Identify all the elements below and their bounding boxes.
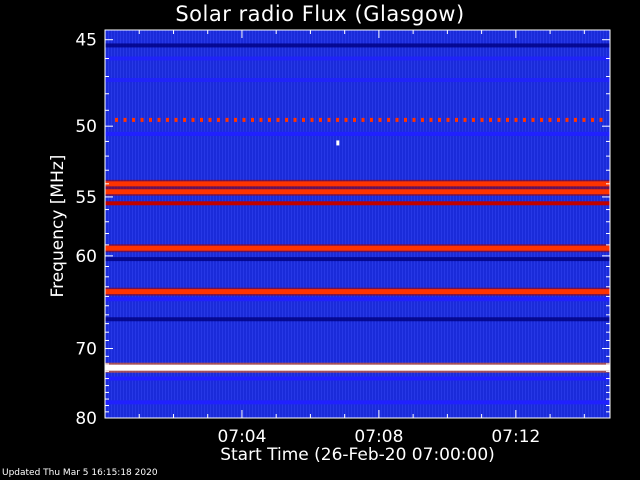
band-dot bbox=[208, 117, 212, 122]
band-dot bbox=[378, 117, 382, 122]
band-dot bbox=[336, 117, 339, 122]
band-dot bbox=[446, 117, 450, 122]
plot-area bbox=[105, 30, 610, 418]
x-tick-label: 07:12 bbox=[491, 427, 540, 447]
y-tick-label: 55 bbox=[75, 188, 97, 208]
band-dot bbox=[506, 117, 509, 122]
y-tick-label: 45 bbox=[75, 31, 97, 51]
band-dot bbox=[489, 117, 492, 122]
band-1 bbox=[105, 56, 610, 61]
band-13 bbox=[105, 364, 610, 371]
band-dot bbox=[302, 117, 305, 122]
band-dot bbox=[497, 117, 501, 122]
band-dot bbox=[234, 117, 237, 122]
band-dot bbox=[225, 117, 229, 122]
band-12 bbox=[105, 317, 610, 322]
band-dot bbox=[344, 117, 348, 122]
x-axis-ticks: 07:04 07:08 07:12 bbox=[138, 30, 585, 447]
plot-frame bbox=[104, 29, 611, 419]
band-dot bbox=[514, 117, 518, 122]
band-dot bbox=[523, 117, 526, 122]
y-tick-label: 60 bbox=[75, 247, 97, 267]
band-dot bbox=[157, 117, 161, 122]
dotted-band bbox=[115, 117, 603, 122]
band-dot bbox=[242, 117, 246, 122]
band-dot bbox=[285, 117, 288, 122]
band-dot bbox=[395, 117, 399, 122]
band-4 bbox=[105, 131, 610, 136]
x-axis-label: Start Time (26-Feb-20 07:00:00) bbox=[220, 445, 495, 465]
band-dot bbox=[149, 117, 152, 122]
band-dot bbox=[140, 117, 144, 122]
band-dot bbox=[251, 117, 254, 122]
x-tick-label: 07:08 bbox=[354, 427, 403, 447]
band-dot bbox=[276, 117, 280, 122]
band-dot bbox=[548, 117, 552, 122]
band-dot bbox=[472, 117, 475, 122]
x-tick-label: 07:04 bbox=[217, 427, 266, 447]
update-timestamp: Updated Thu Mar 5 16:15:18 2020 bbox=[2, 468, 158, 478]
band-9 bbox=[105, 257, 610, 262]
band-dot bbox=[353, 117, 356, 122]
band-dot bbox=[540, 117, 543, 122]
band-dot bbox=[565, 117, 569, 122]
band-dot bbox=[599, 117, 603, 122]
band-dot bbox=[421, 117, 424, 122]
y-axis-label: Frequency [MHz] bbox=[48, 154, 68, 298]
band-dot bbox=[574, 117, 577, 122]
band-dot bbox=[310, 117, 314, 122]
noise-texture bbox=[105, 30, 610, 418]
band-dot bbox=[123, 117, 127, 122]
band-dot bbox=[429, 117, 433, 122]
plot-border bbox=[104, 29, 611, 419]
band-dot bbox=[480, 117, 484, 122]
band-dot bbox=[591, 117, 594, 122]
band-6 bbox=[105, 189, 610, 195]
band-dot bbox=[174, 117, 178, 122]
band-11 bbox=[105, 297, 610, 302]
band-14 bbox=[105, 376, 610, 381]
band-dot bbox=[582, 117, 586, 122]
y-tick-label: 80 bbox=[75, 409, 97, 429]
band-dot bbox=[412, 117, 416, 122]
band-15 bbox=[105, 400, 610, 405]
y-tick-label: 70 bbox=[75, 340, 97, 360]
band-dot bbox=[183, 117, 186, 122]
band-dot bbox=[259, 117, 263, 122]
band-7 bbox=[105, 201, 610, 206]
band-dot bbox=[463, 117, 467, 122]
band-8 bbox=[105, 245, 610, 251]
band-2 bbox=[105, 78, 610, 83]
burst-point bbox=[336, 140, 340, 146]
band-dot bbox=[557, 117, 560, 122]
band-dot bbox=[217, 117, 220, 122]
band-dot bbox=[200, 117, 203, 122]
band-dot bbox=[404, 117, 407, 122]
band-dot bbox=[319, 117, 322, 122]
band-dot bbox=[387, 117, 390, 122]
chart-title: Solar radio Flux (Glasgow) bbox=[175, 2, 465, 26]
band-10 bbox=[105, 289, 610, 295]
band-0 bbox=[105, 43, 610, 48]
band-dot bbox=[191, 117, 195, 122]
band-dot bbox=[361, 117, 365, 122]
band-dot bbox=[531, 117, 535, 122]
band-dot bbox=[268, 117, 271, 122]
band-dot bbox=[115, 117, 118, 122]
band-5 bbox=[105, 181, 610, 187]
band-dot bbox=[166, 117, 169, 122]
y-axis-ticks: 45 50 55 60 70 80 bbox=[75, 31, 610, 429]
emission-bands bbox=[105, 43, 610, 405]
band-dot bbox=[455, 117, 458, 122]
y-tick-label: 50 bbox=[75, 117, 97, 137]
band-dot bbox=[327, 117, 331, 122]
band-dot bbox=[132, 117, 135, 122]
band-dot bbox=[293, 117, 297, 122]
band-dot bbox=[370, 117, 373, 122]
band-dot bbox=[438, 117, 441, 122]
